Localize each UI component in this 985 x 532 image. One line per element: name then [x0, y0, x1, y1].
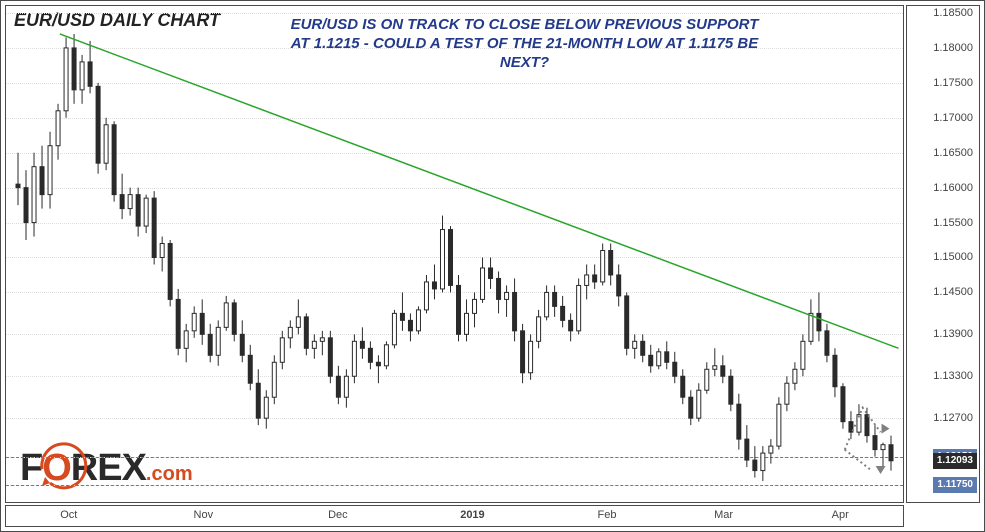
- y-tick-label: 1.14500: [933, 286, 973, 298]
- y-tick-label: 1.16000: [933, 182, 973, 194]
- y-tick-label: 1.17500: [933, 77, 973, 89]
- y-tick-label: 1.12700: [933, 412, 973, 424]
- x-tick-label: Oct: [60, 509, 77, 521]
- price-tag: 1.11750: [933, 477, 977, 493]
- x-tick-label: Nov: [194, 509, 214, 521]
- projection-arrow: [882, 424, 890, 434]
- plot-area: EUR/USD DAILY CHART EUR/USD IS ON TRACK …: [5, 5, 904, 503]
- price-tag: 1.12093: [933, 453, 977, 469]
- x-axis: Oct Nov Dec 2019 Feb Mar Apr: [5, 505, 904, 527]
- y-tick-label: 1.13300: [933, 370, 973, 382]
- y-tick-label: 1.18000: [933, 42, 973, 54]
- y-tick-label: 1.16500: [933, 147, 973, 159]
- x-tick-label: Feb: [598, 509, 617, 521]
- y-tick-label: 1.15500: [933, 217, 973, 229]
- trendline: [60, 34, 899, 348]
- y-axis: 1.18500 1.18000 1.17500 1.17000 1.16500 1.160…: [906, 5, 980, 503]
- y-tick-label: 1.13900: [933, 328, 973, 340]
- candle-layer: [6, 6, 903, 502]
- y-tick-label: 1.15000: [933, 251, 973, 263]
- x-tick-label: Mar: [714, 509, 733, 521]
- x-tick-label: 2019: [460, 509, 484, 521]
- x-tick-label: Apr: [832, 509, 849, 521]
- y-tick-label: 1.18500: [933, 7, 973, 19]
- y-tick-label: 1.17000: [933, 112, 973, 124]
- projection-arrow: [876, 466, 886, 474]
- chart-frame: EUR/USD DAILY CHART EUR/USD IS ON TRACK …: [0, 0, 985, 532]
- x-tick-label: Dec: [328, 509, 348, 521]
